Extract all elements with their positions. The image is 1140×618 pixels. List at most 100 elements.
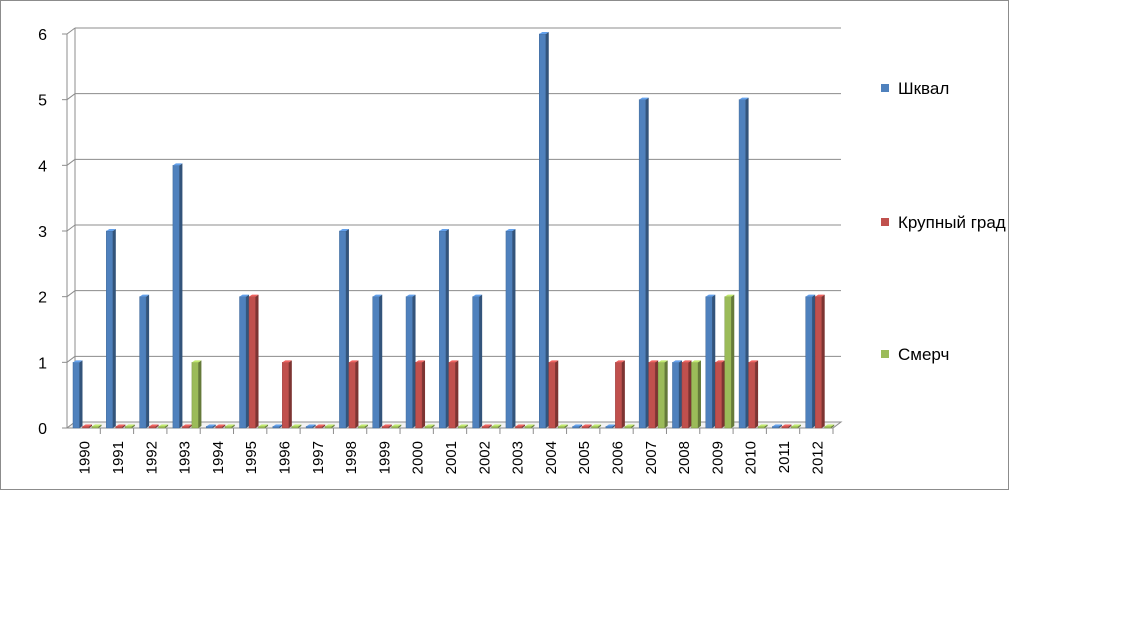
gridline-side <box>66 355 76 363</box>
bar-shkval <box>805 296 813 429</box>
x-tick-label: 1993 <box>177 441 194 474</box>
bar-side <box>288 360 292 428</box>
x-tick-label: 1992 <box>143 441 160 474</box>
bar-side <box>112 229 116 428</box>
bar-side <box>298 424 302 428</box>
bar-shkval <box>139 296 147 429</box>
bar-top <box>291 424 302 427</box>
bar-top <box>648 360 659 363</box>
bar-hail <box>448 362 456 429</box>
bar-top <box>539 32 549 34</box>
bar-side <box>697 360 701 428</box>
bar-side <box>345 229 349 428</box>
bar-hail <box>481 426 489 429</box>
bar-hail <box>814 296 822 429</box>
bar-side <box>131 424 135 428</box>
y-tick-label: 6 <box>38 27 47 44</box>
bar-hail <box>215 426 223 429</box>
bar-side <box>388 424 392 428</box>
bar-side <box>412 294 416 428</box>
bar-shkval <box>372 296 380 429</box>
bar-top <box>624 424 635 427</box>
bar-hail <box>315 426 323 429</box>
x-tick-label: 1995 <box>243 441 260 474</box>
x-tick-label: 2004 <box>543 441 560 474</box>
bar-top <box>149 424 159 427</box>
bar-tornado <box>191 362 199 429</box>
bar-top <box>524 424 535 427</box>
bar-tornado <box>524 426 532 429</box>
bar-side <box>488 424 492 428</box>
bar-top <box>791 424 801 427</box>
bar-side <box>745 97 749 429</box>
x-tick-label: 1991 <box>110 441 127 474</box>
bar-side <box>521 424 525 428</box>
bar-shkval <box>205 426 213 429</box>
bar-side <box>555 360 559 428</box>
bar-tornado <box>558 426 566 429</box>
x-tick-label: 1998 <box>343 441 360 474</box>
bar-side <box>498 424 502 428</box>
x-tick-label: 2001 <box>443 441 460 474</box>
bar-top <box>705 294 716 297</box>
y-tick-label: 1 <box>38 355 47 372</box>
bar-side <box>322 424 326 428</box>
bar-hail <box>115 426 123 429</box>
bar-tornado <box>591 426 599 429</box>
gridline-side <box>66 158 76 166</box>
bar-shkval <box>572 426 580 429</box>
bar-top <box>658 360 668 363</box>
x-tick-label: 2007 <box>643 441 660 474</box>
bar-side <box>812 294 816 428</box>
gridline-side <box>66 290 76 298</box>
bar-shkval <box>305 426 313 429</box>
bar-side <box>531 424 535 428</box>
bar-side <box>431 424 435 428</box>
x-tick-label: 2012 <box>809 441 826 474</box>
bar-side <box>712 294 716 428</box>
bar-tornado <box>324 426 332 429</box>
x-tick-label: 1997 <box>310 441 327 474</box>
bar-side <box>821 294 825 428</box>
bar-top <box>672 360 682 363</box>
bar-side <box>398 424 402 428</box>
bar-top <box>515 424 525 427</box>
legend-item-shkval: Шквал <box>881 77 949 100</box>
bar-side <box>198 360 202 428</box>
bar-side <box>455 360 459 428</box>
bar-top <box>815 294 825 297</box>
y-tick-label: 2 <box>38 290 47 307</box>
bar-side <box>246 294 250 428</box>
bar-side <box>89 424 92 428</box>
bar-top <box>739 97 749 100</box>
bar-side <box>255 294 259 428</box>
bar-top <box>772 424 782 427</box>
bar-top <box>572 424 583 427</box>
bar-side <box>612 424 616 428</box>
bar-top <box>358 424 368 427</box>
bar-shkval <box>439 230 447 429</box>
bar-side <box>231 424 235 428</box>
bar-top <box>391 424 402 427</box>
bar-side <box>721 360 725 428</box>
bar-side <box>778 424 782 428</box>
bar-hail <box>715 362 723 429</box>
bar-side <box>179 163 183 429</box>
bar-top <box>339 229 349 231</box>
bar-tornado <box>424 426 432 429</box>
x-tick-label: 2005 <box>576 441 593 474</box>
bar-tornado <box>824 426 832 429</box>
bar-side <box>678 360 682 428</box>
bar-side <box>598 424 602 428</box>
bar-top <box>258 424 269 427</box>
y-tick-label: 4 <box>38 158 47 175</box>
bar-side <box>355 360 359 428</box>
bar-top <box>824 424 835 427</box>
bar-top <box>724 294 735 297</box>
bar-hail <box>581 426 589 429</box>
bar-side <box>79 360 83 428</box>
bar-side <box>279 424 283 428</box>
bar-shkval <box>239 296 247 429</box>
x-tick-label: 1994 <box>210 441 227 474</box>
bar-top <box>372 294 383 297</box>
